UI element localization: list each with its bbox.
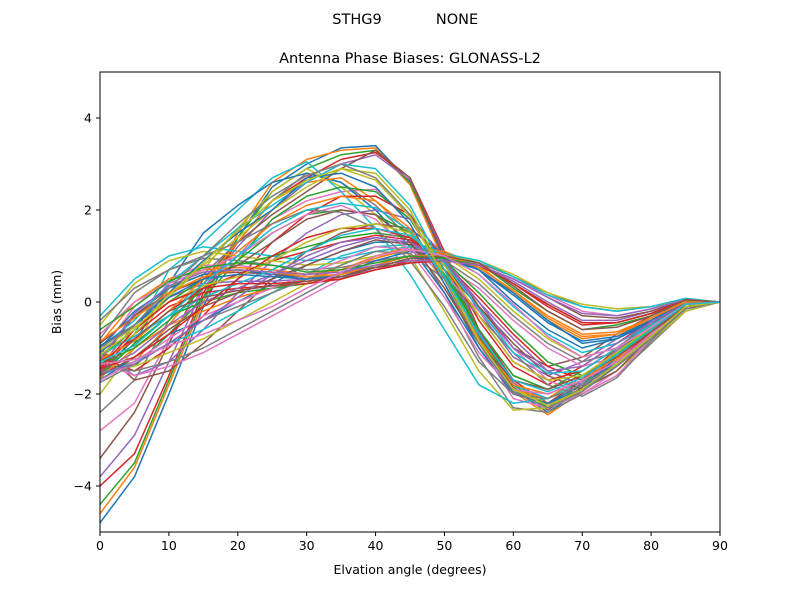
y-tick-label: 0 <box>84 295 92 310</box>
x-tick-label: 40 <box>368 538 384 553</box>
y-tick-label: −4 <box>74 479 92 494</box>
x-axis-label: Elvation angle (degrees) <box>333 562 486 577</box>
chart-title: Antenna Phase Biases: GLONASS-L2 <box>279 51 541 67</box>
series-line-30 <box>100 246 720 317</box>
y-tick-label: 4 <box>84 111 92 126</box>
station-label: STHG9 <box>332 12 381 28</box>
x-tick-label: 50 <box>436 538 452 553</box>
series-line-49 <box>100 223 720 381</box>
y-tick-label: −2 <box>74 387 92 402</box>
x-tick-label: 70 <box>574 538 590 553</box>
x-tick-label: 20 <box>230 538 246 553</box>
x-tick-label: 0 <box>96 538 104 553</box>
series-line-60 <box>100 202 720 393</box>
series-line-47 <box>100 204 720 395</box>
series-line-57 <box>100 248 720 365</box>
radome-label: NONE <box>436 12 478 28</box>
x-axis: 0 10 20 30 40 50 60 70 80 90 <box>96 532 728 553</box>
x-tick-label: 90 <box>712 538 728 553</box>
series-line-56 <box>100 255 720 374</box>
series-line-54 <box>100 259 720 370</box>
x-tick-label: 30 <box>299 538 315 553</box>
y-tick-label: 2 <box>84 203 92 218</box>
y-axis-label: Bias (mm) <box>49 270 64 334</box>
series-line-59 <box>100 167 720 407</box>
x-tick-label: 60 <box>505 538 521 553</box>
series-line-58 <box>100 163 720 409</box>
y-axis: −4 −2 0 2 4 <box>74 111 100 494</box>
series-layer <box>100 144 720 524</box>
x-tick-label: 10 <box>161 538 177 553</box>
series-line-55 <box>100 259 720 360</box>
x-tick-label: 80 <box>643 538 659 553</box>
